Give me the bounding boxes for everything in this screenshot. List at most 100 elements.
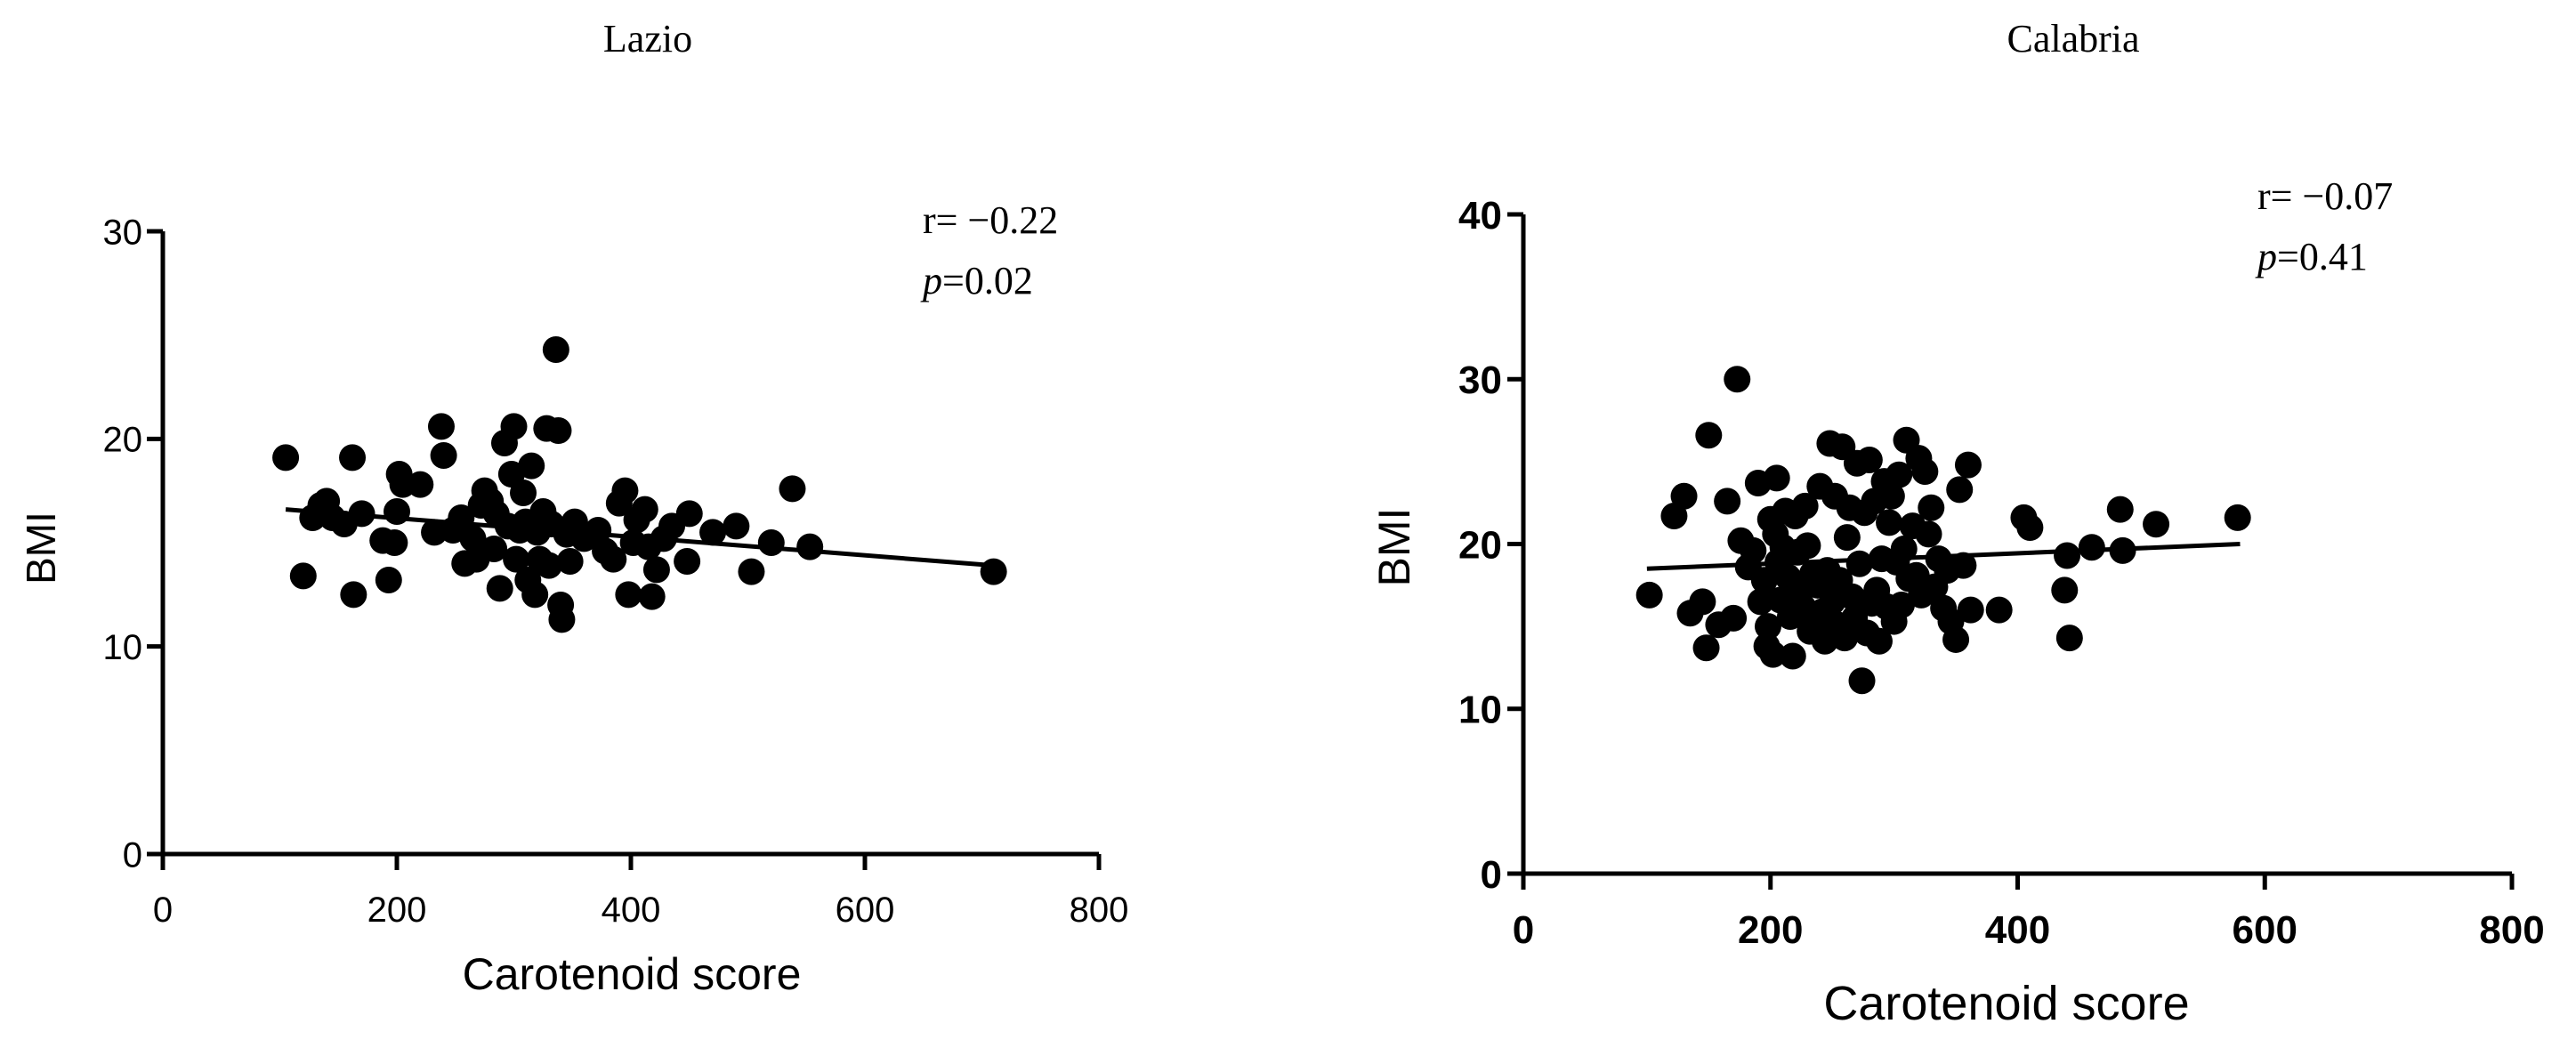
data-point <box>1754 613 1781 641</box>
y-tick-label: 30 <box>1458 359 1502 402</box>
data-point <box>1954 451 1982 479</box>
tick-labels: 0 200 400 600 800 0 10 20 30 40 <box>1458 194 2545 952</box>
r-annotation: r= −0.07 <box>2257 174 2393 218</box>
y-tick-label: 30 <box>103 213 143 252</box>
data-point <box>757 529 785 556</box>
data-point <box>1791 492 1819 520</box>
data-point <box>1942 625 1970 653</box>
data-point <box>1759 641 1787 668</box>
data-point <box>1848 667 1876 695</box>
data-points <box>272 336 1007 633</box>
y-tick-label: 0 <box>123 835 142 875</box>
data-point <box>2051 576 2079 604</box>
data-point <box>1946 476 1974 504</box>
data-point <box>272 444 300 472</box>
chart-title: Calabria <box>2007 17 2139 60</box>
tick-labels: 0 200 400 600 800 0 10 20 30 <box>103 213 1129 930</box>
data-point <box>503 545 530 573</box>
data-point <box>1855 447 1883 474</box>
data-point <box>2224 504 2251 531</box>
data-point <box>638 583 666 610</box>
data-point <box>1714 488 1741 515</box>
data-point <box>1876 509 1903 536</box>
r-annotation: r= −0.22 <box>923 198 1058 242</box>
data-point <box>2054 542 2081 569</box>
data-point <box>381 529 408 556</box>
data-point <box>1794 532 1821 560</box>
data-point <box>548 606 576 633</box>
y-tick-label: 40 <box>1458 194 1502 238</box>
data-point <box>1886 461 1913 488</box>
data-point <box>1740 536 1767 564</box>
data-point <box>510 480 537 506</box>
data-point <box>1911 457 1939 485</box>
trend-line <box>285 507 994 568</box>
data-point <box>2078 534 2105 561</box>
data-point <box>2016 513 2044 541</box>
data-point <box>723 512 750 540</box>
data-points <box>1635 366 2251 695</box>
data-point <box>615 581 642 609</box>
data-point <box>1985 596 2013 624</box>
data-point <box>1747 588 1774 616</box>
p-value: =0.02 <box>942 259 1033 302</box>
x-tick-label: 800 <box>2479 908 2544 952</box>
data-point <box>545 417 572 444</box>
data-point <box>699 519 727 546</box>
x-axis-label: Carotenoid score <box>463 949 802 999</box>
x-tick-label: 400 <box>1985 908 2050 952</box>
data-point <box>1950 552 1977 579</box>
x-tick-label: 200 <box>367 891 427 930</box>
data-point <box>1724 366 1751 393</box>
data-point <box>340 581 367 609</box>
data-point <box>1779 642 1806 670</box>
data-point <box>1660 503 1688 530</box>
data-point <box>980 558 1007 585</box>
data-point <box>796 533 824 560</box>
y-tick-label: 20 <box>1458 523 1502 567</box>
y-tick-label: 10 <box>1458 689 1502 732</box>
y-tick-label: 10 <box>103 628 143 667</box>
data-point <box>1845 550 1873 577</box>
x-tick-label: 0 <box>1513 908 1534 952</box>
y-axis-label: BMI <box>18 512 64 584</box>
x-tick-label: 600 <box>2233 908 2297 952</box>
trend-line <box>1646 542 2241 571</box>
x-tick-label: 800 <box>1070 891 1129 930</box>
chart-title: Lazio <box>603 17 692 60</box>
data-point <box>459 525 487 552</box>
data-point <box>339 444 367 472</box>
chart-lazio: Lazio r= −0.22 p=0.02 BMI Carotenoid sco… <box>18 17 1128 999</box>
data-point <box>738 558 765 585</box>
p-symbol: p <box>2255 235 2277 278</box>
data-point <box>375 567 402 593</box>
data-point <box>521 581 549 609</box>
axis-ticks <box>1507 212 2515 890</box>
y-axis-label: BMI <box>1369 508 1419 587</box>
x-tick-label: 600 <box>836 891 895 930</box>
p-annotation: p=0.02 <box>920 259 1033 302</box>
data-point <box>1918 494 1945 521</box>
data-point <box>500 413 528 440</box>
data-point <box>674 548 701 575</box>
data-point <box>1635 581 1663 609</box>
data-point <box>518 452 545 480</box>
y-tick-label: 20 <box>103 421 143 460</box>
axis-ticks <box>147 229 1102 870</box>
data-point <box>2106 496 2134 523</box>
data-point <box>289 562 317 590</box>
data-point <box>1915 520 1942 548</box>
data-point <box>1695 422 1723 449</box>
data-point <box>556 548 584 575</box>
data-point <box>427 413 455 440</box>
data-point <box>486 575 513 602</box>
data-point <box>1763 464 1790 492</box>
data-point <box>2143 511 2170 538</box>
data-point <box>1833 524 1861 552</box>
data-point <box>1670 482 1698 510</box>
data-point <box>631 496 658 523</box>
p-symbol: p <box>920 259 942 302</box>
chart-calabria: Calabria r= −0.07 p=0.41 BMI Carotenoid … <box>1369 17 2545 1030</box>
x-tick-label: 400 <box>602 891 661 930</box>
